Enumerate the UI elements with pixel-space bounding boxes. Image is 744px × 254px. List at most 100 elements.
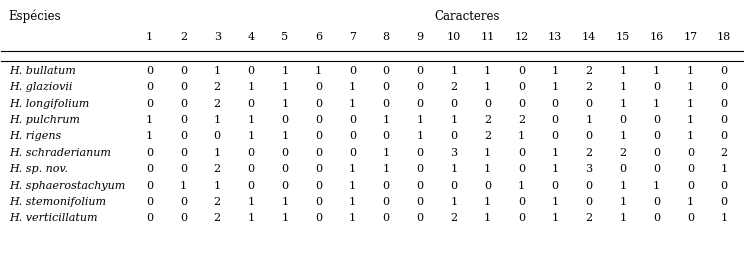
- Text: 1: 1: [551, 147, 559, 157]
- Text: 4: 4: [248, 32, 254, 42]
- Text: H. verticillatum: H. verticillatum: [9, 212, 97, 223]
- Text: 1: 1: [518, 131, 525, 141]
- Text: 7: 7: [349, 32, 356, 42]
- Text: 1: 1: [450, 164, 458, 173]
- Text: 0: 0: [315, 147, 322, 157]
- Text: Caracteres: Caracteres: [434, 10, 501, 23]
- Text: 0: 0: [518, 196, 525, 206]
- Text: 1: 1: [248, 212, 254, 223]
- Text: 0: 0: [721, 131, 728, 141]
- Text: 0: 0: [180, 115, 187, 124]
- Text: 0: 0: [214, 131, 221, 141]
- Text: 1: 1: [619, 131, 626, 141]
- Text: 6: 6: [315, 32, 322, 42]
- Text: 0: 0: [248, 164, 254, 173]
- Text: 1: 1: [248, 131, 254, 141]
- Text: 1: 1: [687, 131, 694, 141]
- Text: 1: 1: [349, 180, 356, 190]
- Text: 0: 0: [687, 147, 694, 157]
- Text: 1: 1: [214, 66, 221, 76]
- Text: 0: 0: [349, 66, 356, 76]
- Text: 0: 0: [315, 212, 322, 223]
- Text: 1: 1: [382, 164, 390, 173]
- Text: 0: 0: [484, 98, 491, 108]
- Text: 0: 0: [180, 98, 187, 108]
- Text: 0: 0: [146, 82, 153, 92]
- Text: 0: 0: [146, 164, 153, 173]
- Text: 2: 2: [721, 147, 728, 157]
- Text: 0: 0: [315, 82, 322, 92]
- Text: 0: 0: [687, 212, 694, 223]
- Text: 9: 9: [417, 32, 423, 42]
- Text: 1: 1: [619, 66, 626, 76]
- Text: 0: 0: [417, 82, 423, 92]
- Text: 1: 1: [687, 196, 694, 206]
- Text: 1: 1: [417, 115, 423, 124]
- Text: 0: 0: [382, 98, 390, 108]
- Text: 1: 1: [551, 82, 559, 92]
- Text: 0: 0: [653, 131, 660, 141]
- Text: 1: 1: [619, 196, 626, 206]
- Text: 11: 11: [481, 32, 495, 42]
- Text: 1: 1: [586, 115, 592, 124]
- Text: 0: 0: [417, 164, 423, 173]
- Text: 5: 5: [281, 32, 289, 42]
- Text: 0: 0: [180, 212, 187, 223]
- Text: 1: 1: [281, 66, 289, 76]
- Text: 0: 0: [315, 98, 322, 108]
- Text: 0: 0: [518, 164, 525, 173]
- Text: 2: 2: [586, 212, 592, 223]
- Text: 0: 0: [687, 164, 694, 173]
- Text: 2: 2: [450, 212, 458, 223]
- Text: 3: 3: [586, 164, 592, 173]
- Text: 1: 1: [721, 164, 728, 173]
- Text: 0: 0: [721, 180, 728, 190]
- Text: 2: 2: [619, 147, 626, 157]
- Text: 1: 1: [349, 82, 356, 92]
- Text: 1: 1: [653, 98, 660, 108]
- Text: 0: 0: [586, 131, 592, 141]
- Text: 1: 1: [484, 147, 491, 157]
- Text: 0: 0: [653, 147, 660, 157]
- Text: 0: 0: [417, 212, 423, 223]
- Text: 14: 14: [582, 32, 596, 42]
- Text: 1: 1: [349, 164, 356, 173]
- Text: H. sp. nov.: H. sp. nov.: [9, 164, 68, 173]
- Text: 1: 1: [653, 66, 660, 76]
- Text: 0: 0: [248, 98, 254, 108]
- Text: H. schraderianum: H. schraderianum: [9, 147, 111, 157]
- Text: 3: 3: [214, 32, 221, 42]
- Text: 1: 1: [551, 196, 559, 206]
- Text: 0: 0: [382, 196, 390, 206]
- Text: 2: 2: [586, 82, 592, 92]
- Text: 1: 1: [484, 196, 491, 206]
- Text: 1: 1: [619, 82, 626, 92]
- Text: 1: 1: [484, 82, 491, 92]
- Text: H. pulchrum: H. pulchrum: [9, 115, 80, 124]
- Text: 0: 0: [551, 180, 559, 190]
- Text: 0: 0: [349, 115, 356, 124]
- Text: 0: 0: [551, 115, 559, 124]
- Text: 0: 0: [586, 196, 592, 206]
- Text: 0: 0: [450, 180, 458, 190]
- Text: 1: 1: [248, 196, 254, 206]
- Text: 0: 0: [653, 115, 660, 124]
- Text: 0: 0: [484, 180, 491, 190]
- Text: 0: 0: [417, 180, 423, 190]
- Text: 0: 0: [417, 147, 423, 157]
- Text: 1: 1: [214, 180, 221, 190]
- Text: 1: 1: [281, 98, 289, 108]
- Text: 2: 2: [214, 82, 221, 92]
- Text: 1: 1: [518, 180, 525, 190]
- Text: 0: 0: [382, 212, 390, 223]
- Text: 2: 2: [450, 82, 458, 92]
- Text: 1: 1: [619, 98, 626, 108]
- Text: 1: 1: [382, 115, 390, 124]
- Text: 1: 1: [687, 98, 694, 108]
- Text: 1: 1: [180, 180, 187, 190]
- Text: Espécies: Espécies: [9, 10, 62, 23]
- Text: 0: 0: [653, 212, 660, 223]
- Text: H. bullatum: H. bullatum: [9, 66, 76, 76]
- Text: 1: 1: [687, 115, 694, 124]
- Text: 0: 0: [382, 66, 390, 76]
